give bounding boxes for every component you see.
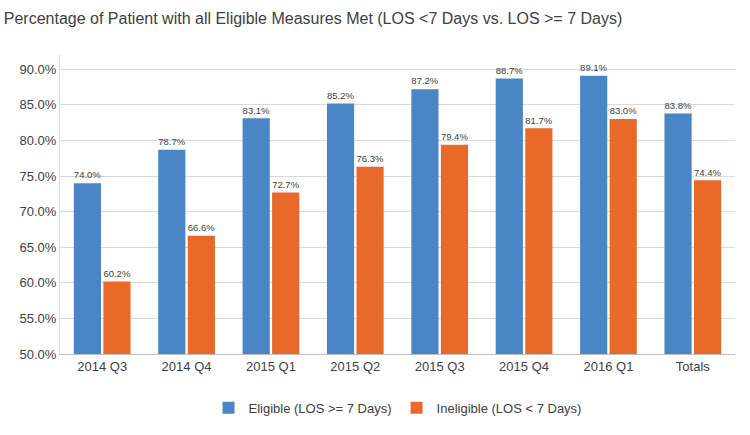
svg-text:83.1%: 83.1%	[243, 105, 270, 116]
svg-text:90.0%: 90.0%	[20, 62, 57, 77]
svg-text:60.2%: 60.2%	[103, 268, 130, 279]
svg-text:50.0%: 50.0%	[20, 347, 57, 362]
svg-text:2014 Q3: 2014 Q3	[77, 359, 127, 374]
svg-text:2016 Q1: 2016 Q1	[584, 359, 634, 374]
svg-text:2015 Q1: 2015 Q1	[246, 359, 296, 374]
svg-text:Totals: Totals	[676, 359, 710, 374]
svg-text:66.6%: 66.6%	[188, 222, 215, 233]
svg-text:74.0%: 74.0%	[74, 169, 101, 180]
svg-text:89.1%: 89.1%	[580, 62, 607, 73]
svg-text:2014 Q4: 2014 Q4	[162, 359, 212, 374]
svg-text:2015 Q2: 2015 Q2	[330, 359, 380, 374]
svg-text:Percentage of Patient with all: Percentage of Patient with all Eligible …	[4, 10, 623, 27]
svg-text:80.0%: 80.0%	[20, 133, 57, 148]
svg-text:65.0%: 65.0%	[20, 240, 57, 255]
svg-text:85.0%: 85.0%	[20, 97, 57, 112]
svg-text:83.8%: 83.8%	[664, 100, 691, 111]
svg-text:76.3%: 76.3%	[357, 153, 384, 164]
svg-text:81.7%: 81.7%	[525, 115, 552, 126]
svg-text:2015 Q3: 2015 Q3	[415, 359, 465, 374]
svg-text:88.7%: 88.7%	[496, 65, 523, 76]
svg-text:85.2%: 85.2%	[327, 90, 354, 101]
svg-text:72.7%: 72.7%	[272, 179, 299, 190]
svg-text:79.4%: 79.4%	[441, 131, 468, 142]
svg-text:70.0%: 70.0%	[20, 204, 57, 219]
svg-text:2015 Q4: 2015 Q4	[499, 359, 549, 374]
svg-text:60.0%: 60.0%	[20, 275, 57, 290]
svg-text:83.0%: 83.0%	[610, 105, 637, 116]
svg-text:74.4%: 74.4%	[694, 167, 721, 178]
svg-text:87.2%: 87.2%	[411, 75, 438, 86]
svg-text:Eligible (LOS >= 7 Days): Eligible (LOS >= 7 Days)	[249, 401, 392, 416]
svg-text:Ineligible (LOS < 7 Days): Ineligible (LOS < 7 Days)	[437, 401, 582, 416]
svg-text:75.0%: 75.0%	[20, 169, 57, 184]
svg-text:78.7%: 78.7%	[158, 136, 185, 147]
svg-text:55.0%: 55.0%	[20, 311, 57, 326]
